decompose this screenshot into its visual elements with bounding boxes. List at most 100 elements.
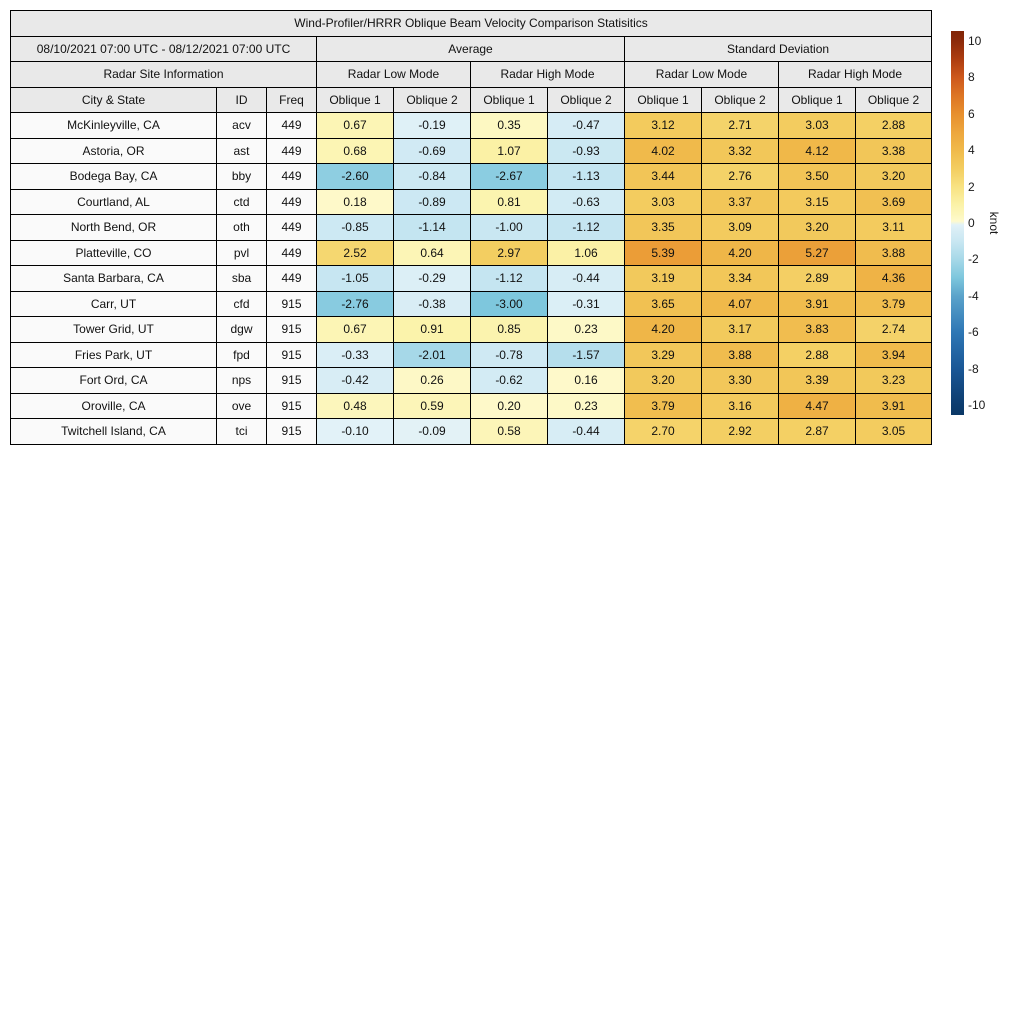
cell-value: 5.39 [624, 239, 702, 266]
cell-id: acv [216, 112, 267, 139]
cell-value: 0.67 [316, 112, 394, 139]
cell-value: -0.29 [393, 265, 471, 292]
table-row: Oroville, CA ove 915 0.48 0.59 0.20 0.23 3.79 3.… [10, 392, 933, 419]
date-range: 08/10/2021 07:00 UTC - 08/12/2021 07:00 … [10, 35, 317, 62]
cell-freq: 915 [266, 341, 317, 368]
cell-value: -0.09 [393, 418, 471, 445]
cell-value: -1.57 [547, 341, 625, 368]
cell-value: -1.13 [547, 163, 625, 190]
cell-value: 0.48 [316, 392, 394, 419]
colorbar-tick-label: -10 [968, 398, 986, 412]
cell-value: -0.19 [393, 112, 471, 139]
cell-value: 0.64 [393, 239, 471, 266]
cell-value: 2.74 [854, 316, 933, 343]
cell-freq: 449 [266, 265, 317, 292]
colorbar-unit-label: knot [987, 211, 1001, 235]
cell-value: -2.01 [393, 341, 471, 368]
cell-value: 3.44 [624, 163, 702, 190]
cell-city: Tower Grid, UT [10, 316, 217, 343]
cell-value: 0.16 [547, 367, 625, 394]
table-row: Platteville, CO pvl 449 2.52 0.64 2.97 1.06 5.3… [10, 239, 933, 266]
cell-value: 3.37 [701, 188, 779, 215]
cell-id: fpd [216, 341, 267, 368]
colorbar-tick-label: 0 [968, 216, 975, 230]
colorbar-ticks: 10 8 6 4 2 0 -2 -4 -6 -8 -10 [968, 31, 1012, 415]
cell-value: 2.89 [778, 265, 856, 292]
col-header-oblique1: Oblique 1 [470, 86, 548, 113]
cell-city: North Bend, OR [10, 214, 217, 241]
cell-value: -0.85 [316, 214, 394, 241]
table-row: North Bend, OR oth 449 -0.85 -1.14 -1.00 -1.12… [10, 214, 933, 241]
cell-value: 3.09 [701, 214, 779, 241]
cell-freq: 449 [266, 112, 317, 139]
table-row: Carr, UT cfd 915 -2.76 -0.38 -3.00 -0.31 3.65 4.… [10, 290, 933, 317]
cell-value: 0.23 [547, 316, 625, 343]
colorbar-tick-label: 8 [968, 70, 975, 85]
cell-value: 3.94 [854, 341, 933, 368]
cell-value: 4.20 [701, 239, 779, 266]
cell-value: 3.65 [624, 290, 702, 317]
group-header-standard-deviation: Standard Deviation [623, 35, 933, 62]
cell-value: 1.07 [470, 137, 548, 164]
cell-value: 3.39 [778, 367, 856, 394]
cell-value: 2.71 [701, 112, 779, 139]
cell-value: 4.47 [778, 392, 856, 419]
cell-value: 2.97 [470, 239, 548, 266]
col-header-freq: Freq [266, 86, 317, 113]
cell-id: bby [216, 163, 267, 190]
cell-freq: 915 [266, 316, 317, 343]
cell-value: 0.81 [470, 188, 548, 215]
cell-value: 2.76 [701, 163, 779, 190]
cell-value: -0.44 [547, 418, 625, 445]
cell-value: 2.87 [778, 418, 856, 445]
cell-id: pvl [216, 239, 267, 266]
cell-value: 3.19 [624, 265, 702, 292]
cell-city: Bodega Bay, CA [10, 163, 217, 190]
cell-id: nps [216, 367, 267, 394]
table-row: Santa Barbara, CA sba 449 -1.05 -0.29 -1.12 -0… [10, 265, 933, 292]
cell-value: 3.23 [854, 367, 933, 394]
cell-value: -0.44 [547, 265, 625, 292]
cell-value: 0.35 [470, 112, 548, 139]
cell-value: 3.34 [701, 265, 779, 292]
cell-value: 3.30 [701, 367, 779, 394]
col-header-oblique2: Oblique 2 [393, 86, 471, 113]
colorbar-tick-label: 2 [968, 179, 975, 194]
cell-value: -0.33 [316, 341, 394, 368]
col-header-oblique2: Oblique 2 [854, 86, 933, 113]
cell-freq: 915 [266, 392, 317, 419]
cell-value: 3.88 [854, 239, 933, 266]
cell-value: 3.20 [778, 214, 856, 241]
cell-value: 0.18 [316, 188, 394, 215]
cell-value: 3.79 [624, 392, 702, 419]
cell-value: -0.84 [393, 163, 471, 190]
table-row: Twitchell Island, CA tci 915 -0.10 -0.09 0.58… [10, 418, 933, 445]
cell-value: 2.70 [624, 418, 702, 445]
group-header-row: 08/10/2021 07:00 UTC - 08/12/2021 07:00 … [10, 35, 933, 62]
cell-value: 4.02 [624, 137, 702, 164]
table-title: Wind-Profiler/HRRR Oblique Beam Velocity… [9, 10, 933, 37]
cell-value: 3.32 [701, 137, 779, 164]
cell-value: 2.88 [854, 112, 933, 139]
cell-value: 3.20 [624, 367, 702, 394]
table-body: McKinleyville, CA acv 449 0.67 -0.19 0.35 -0.4… [10, 112, 933, 445]
cell-value: -0.42 [316, 367, 394, 394]
cell-value: 3.35 [624, 214, 702, 241]
cell-city: Platteville, CO [10, 239, 217, 266]
colorbar-tick-label: -4 [968, 288, 979, 303]
cell-value: 3.69 [854, 188, 933, 215]
cell-value: 3.12 [624, 112, 702, 139]
col-header-city: City & State [10, 86, 217, 113]
cell-value: 3.83 [778, 316, 856, 343]
table-row: Astoria, OR ast 449 0.68 -0.69 1.07 -0.93 4.02 3… [10, 137, 933, 164]
cell-value: 3.15 [778, 188, 856, 215]
cell-freq: 915 [266, 418, 317, 445]
cell-city: Fort Ord, CA [10, 367, 217, 394]
cell-value: -0.69 [393, 137, 471, 164]
table-row: Fries Park, UT fpd 915 -0.33 -2.01 -0.78 -1.57… [10, 341, 933, 368]
table-row: Fort Ord, CA nps 915 -0.42 0.26 -0.62 0.16 3.20… [10, 367, 933, 394]
cell-freq: 449 [266, 188, 317, 215]
cell-value: -1.12 [470, 265, 548, 292]
cell-city: Fries Park, UT [10, 341, 217, 368]
